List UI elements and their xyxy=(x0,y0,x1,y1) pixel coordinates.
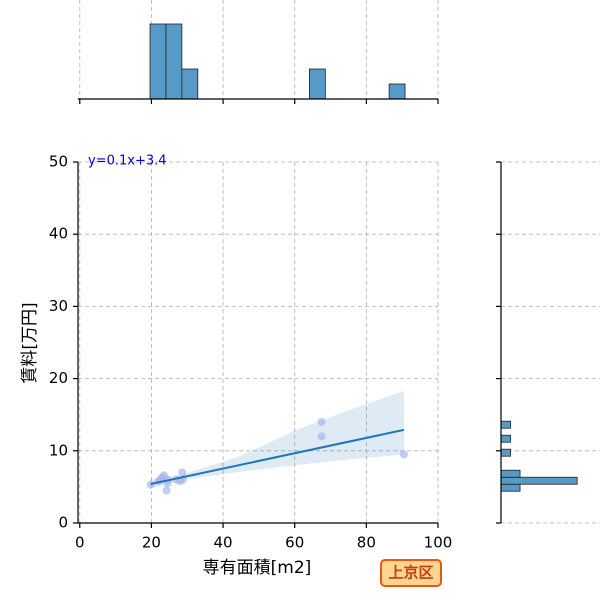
hist-bar xyxy=(500,469,521,478)
x-axis-label: 専有面積[m2] xyxy=(203,558,312,578)
point xyxy=(317,432,326,441)
hist-bar xyxy=(500,448,511,457)
point xyxy=(399,450,408,459)
badge-box xyxy=(380,559,442,587)
point xyxy=(317,417,326,426)
x-tick-label: 80 xyxy=(357,534,376,552)
hist-bar xyxy=(181,68,199,100)
x-tick-label: 20 xyxy=(142,534,161,552)
y-tick-label: 20 xyxy=(49,369,68,387)
regression-line xyxy=(150,428,405,485)
hist-bar xyxy=(149,23,167,100)
hist-bar xyxy=(388,83,406,100)
point xyxy=(178,468,187,477)
y-axis-label: 賃料[万円] xyxy=(20,302,40,383)
hist-bar xyxy=(500,483,521,492)
hist-bar xyxy=(309,68,326,100)
hist-bar xyxy=(500,420,511,429)
hist-bar xyxy=(500,434,511,443)
regression-equation: y=0.1x+3.4 xyxy=(88,154,167,169)
y-tick-label: 10 xyxy=(49,441,68,459)
x-tick-label: 60 xyxy=(285,534,304,552)
x-tick-label: 40 xyxy=(214,534,233,552)
x-tick-label: 0 xyxy=(75,534,85,552)
y-tick-label: 30 xyxy=(49,297,68,315)
y-tick-label: 0 xyxy=(58,514,68,532)
y-tick-label: 50 xyxy=(49,153,68,171)
confidence-band xyxy=(150,390,404,489)
x-tick-label: 100 xyxy=(424,534,453,552)
badge: 上京区 xyxy=(388,564,433,582)
point xyxy=(146,480,155,489)
point xyxy=(162,486,171,495)
y-tick-label: 40 xyxy=(49,225,68,243)
hist-bar xyxy=(500,476,578,485)
hist-bar xyxy=(165,23,183,100)
